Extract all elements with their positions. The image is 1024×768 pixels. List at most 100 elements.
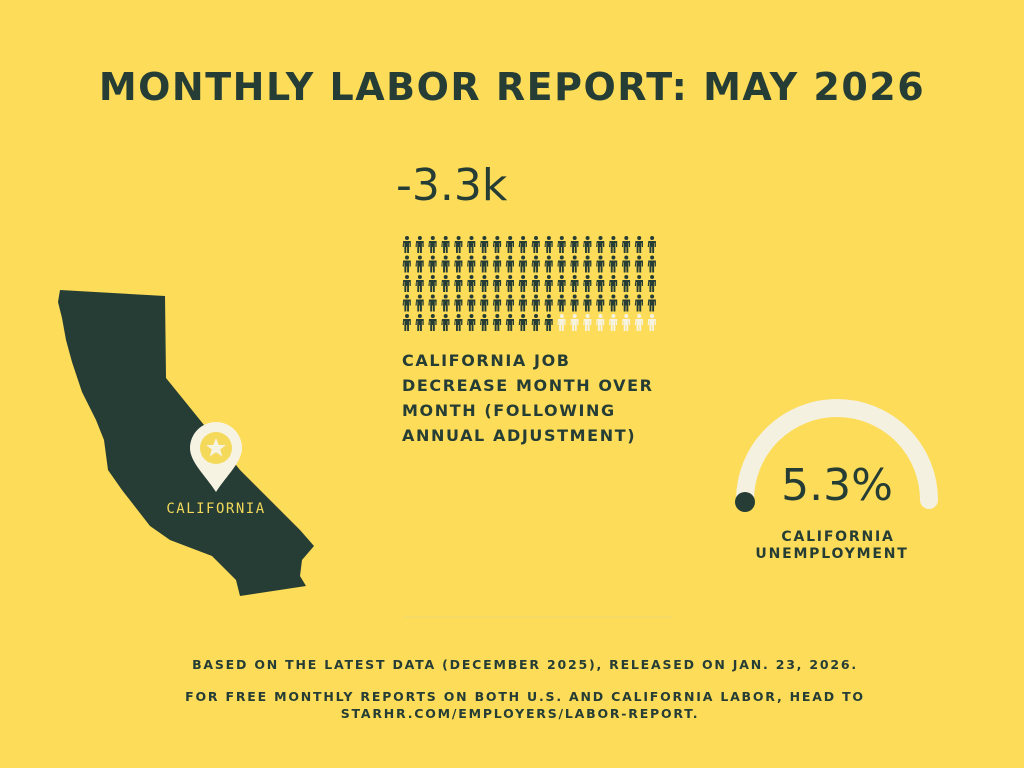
- icon-body: [492, 260, 502, 273]
- person-icon: [557, 236, 566, 253]
- icon-head: [572, 236, 577, 240]
- person-icon: [596, 294, 605, 312]
- person-icon: [402, 314, 411, 331]
- icon-body: [531, 299, 540, 312]
- person-icon: [596, 236, 605, 253]
- person-icon: [402, 255, 411, 273]
- person-icon: [492, 255, 502, 273]
- icon-head: [598, 255, 603, 260]
- icon-body: [428, 280, 437, 292]
- unemployment-value: 5.3%: [781, 460, 893, 511]
- person-icon: [505, 294, 514, 312]
- icon-body: [531, 241, 540, 253]
- icon-body: [544, 280, 553, 292]
- icon-body: [647, 299, 656, 312]
- person-icon: [647, 294, 656, 312]
- title: MONTHLY LABOR REPORT: MAY 2026: [99, 65, 925, 109]
- footer-cta: FOR FREE MONTHLY REPORTS ON BOTH U.S. AN…: [185, 689, 865, 704]
- person-icon: [621, 275, 631, 292]
- icon-body: [583, 260, 592, 273]
- person-icon: [647, 236, 656, 253]
- person-icon: [428, 294, 437, 312]
- person-icon: [428, 275, 437, 292]
- icon-body: [454, 280, 463, 292]
- icon-head: [443, 236, 448, 240]
- icon-body: [467, 241, 476, 253]
- person-icon: [596, 255, 605, 273]
- person-icon: [583, 236, 592, 253]
- person-icon: [608, 314, 618, 331]
- person-icon: [467, 236, 476, 253]
- california-map: [58, 290, 314, 596]
- person-icon: [454, 294, 463, 312]
- icon-body: [608, 319, 618, 331]
- person-icon: [454, 314, 463, 331]
- person-icon: [621, 314, 631, 331]
- icon-body: [596, 280, 605, 292]
- person-icon: [480, 236, 489, 253]
- icon-head: [430, 275, 435, 279]
- icon-head: [456, 255, 461, 260]
- person-icon: [570, 236, 579, 253]
- icon-body: [454, 319, 463, 331]
- icon-body: [544, 241, 553, 253]
- icon-head: [650, 255, 655, 260]
- icon-body: [583, 280, 592, 292]
- icon-body: [647, 260, 656, 273]
- icon-body: [634, 241, 643, 253]
- person-icon: [518, 275, 527, 292]
- icon-body: [557, 260, 566, 273]
- icon-head: [546, 275, 551, 279]
- icon-body: [467, 319, 476, 331]
- icon-head: [598, 294, 603, 299]
- person-icon: [441, 236, 450, 253]
- icon-body: [441, 319, 450, 331]
- icon-body: [480, 319, 489, 331]
- icon-head: [430, 294, 435, 299]
- icon-body: [492, 241, 502, 253]
- icon-head: [559, 236, 564, 240]
- icon-body: [647, 319, 656, 331]
- icon-head: [650, 314, 655, 318]
- icon-body: [402, 299, 411, 312]
- footer-source: BASED ON THE LATEST DATA (DECEMBER 2025)…: [192, 657, 858, 672]
- job-change-value: -3.3k: [396, 160, 508, 211]
- icon-head: [546, 236, 551, 240]
- icon-head: [405, 314, 409, 318]
- icon-body: [415, 260, 424, 273]
- description-line: DECREASE MONTH OVER: [402, 376, 654, 395]
- icon-head: [559, 294, 564, 299]
- icon-body: [480, 241, 489, 253]
- person-icon: [415, 314, 424, 331]
- icon-head: [534, 314, 538, 318]
- icon-head: [508, 255, 513, 260]
- icon-head: [405, 275, 409, 279]
- icon-body: [518, 280, 527, 292]
- person-icon: [570, 275, 579, 292]
- person-icon: [634, 314, 643, 331]
- icon-body: [596, 260, 605, 273]
- person-icon: [608, 236, 618, 253]
- icon-head: [469, 255, 474, 260]
- icon-head: [430, 236, 435, 240]
- icon-head: [650, 275, 655, 279]
- icon-head: [637, 294, 642, 299]
- icon-head: [456, 236, 461, 240]
- person-icon: [608, 294, 618, 312]
- person-icon: [647, 275, 656, 292]
- icon-body: [518, 241, 527, 253]
- icon-head: [598, 314, 603, 318]
- icon-body: [454, 241, 463, 253]
- person-icon: [544, 255, 553, 273]
- icon-body: [570, 319, 579, 331]
- icon-head: [559, 314, 564, 318]
- person-icon: [570, 314, 579, 331]
- icon-head: [430, 314, 435, 318]
- person-icon: [415, 294, 424, 312]
- icon-head: [456, 314, 461, 318]
- person-icon: [492, 236, 502, 253]
- icon-body: [596, 241, 605, 253]
- person-icon: [518, 236, 527, 253]
- icon-body: [415, 319, 424, 331]
- icon-body: [428, 241, 437, 253]
